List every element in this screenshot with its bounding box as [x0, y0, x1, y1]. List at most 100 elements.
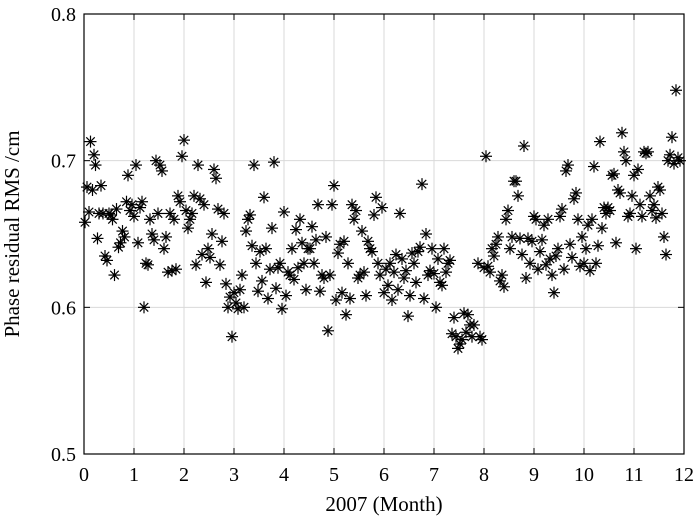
data-point — [394, 207, 406, 220]
data-point — [468, 318, 480, 331]
y-axis-title: Phase residual RMS /cm — [0, 130, 24, 337]
data-point — [174, 195, 186, 208]
data-point — [576, 230, 588, 243]
data-point — [178, 134, 190, 147]
data-point — [236, 269, 248, 282]
data-point — [266, 222, 278, 235]
data-point — [448, 311, 460, 324]
data-point — [580, 242, 592, 255]
x-tick-label: 4 — [279, 464, 289, 486]
data-point — [376, 201, 388, 214]
data-point — [564, 238, 576, 251]
data-point — [86, 184, 99, 196]
data-point — [206, 228, 218, 240]
data-point — [320, 230, 332, 243]
data-point — [534, 245, 546, 258]
data-point — [618, 145, 630, 158]
data-point — [608, 167, 620, 180]
data-point — [114, 236, 127, 249]
data-point — [408, 257, 420, 270]
data-point — [248, 159, 260, 172]
data-point — [326, 198, 338, 211]
data-point — [208, 163, 220, 176]
data-point — [190, 258, 202, 271]
data-point — [432, 252, 444, 265]
data-point — [530, 213, 542, 226]
data-point — [278, 206, 290, 218]
data-point — [304, 242, 316, 255]
data-point — [552, 242, 564, 255]
data-point — [168, 213, 180, 226]
data-point — [388, 266, 400, 279]
data-point — [101, 254, 113, 267]
data-point — [420, 228, 432, 240]
data-point — [648, 198, 660, 211]
data-point — [336, 286, 348, 299]
x-tick-label: 7 — [429, 464, 439, 486]
data-point — [292, 261, 304, 274]
x-tick-label: 0 — [79, 464, 89, 486]
x-tick-labels: 0 1 2 3 4 5 6 7 8 9 10 11 12 — [79, 464, 694, 486]
data-point — [252, 285, 264, 298]
data-point — [186, 207, 198, 220]
data-point — [632, 163, 644, 176]
data-point — [138, 301, 150, 314]
data-point — [656, 207, 668, 220]
data-point — [490, 238, 502, 251]
data-point — [554, 210, 566, 223]
data-point — [274, 257, 286, 270]
data-point — [642, 145, 654, 158]
y-tick-label: 0.8 — [51, 4, 76, 26]
data-point — [556, 203, 568, 216]
data-point — [240, 225, 252, 238]
data-point — [620, 154, 632, 167]
data-point — [624, 207, 636, 220]
data-point — [324, 269, 336, 282]
data-point — [382, 279, 394, 292]
data-point — [350, 204, 362, 217]
data-point — [526, 235, 538, 248]
data-point — [234, 283, 246, 296]
data-point — [362, 235, 374, 248]
data-point — [476, 333, 488, 346]
data-point — [426, 242, 438, 255]
data-point — [616, 126, 628, 139]
data-point — [524, 257, 536, 270]
data-point — [106, 213, 119, 226]
data-point — [246, 239, 258, 252]
data-point — [546, 269, 558, 282]
data-point — [496, 269, 508, 282]
data-point — [572, 213, 584, 226]
x-tick-label: 1 — [129, 464, 139, 486]
data-point — [666, 131, 678, 144]
data-point — [204, 251, 216, 264]
data-point — [390, 248, 402, 261]
data-point — [258, 191, 270, 204]
data-point — [260, 242, 272, 255]
data-point — [312, 198, 324, 211]
data-point — [596, 222, 608, 235]
x-tick-label: 3 — [229, 464, 239, 486]
data-point — [276, 302, 288, 315]
data-point — [614, 186, 626, 199]
data-point — [310, 233, 322, 246]
data-point — [660, 248, 672, 261]
data-point — [370, 191, 382, 204]
data-point — [318, 272, 330, 284]
data-point — [348, 213, 360, 226]
data-point — [510, 175, 522, 188]
data-point — [210, 172, 222, 185]
data-point — [610, 236, 622, 249]
data-point — [392, 283, 404, 296]
data-point — [280, 289, 292, 302]
data-point — [518, 140, 530, 152]
data-point — [358, 266, 370, 279]
data-point — [628, 169, 640, 182]
data-point — [428, 267, 440, 280]
data-point — [604, 204, 616, 217]
data-point — [378, 286, 390, 299]
data-point — [322, 324, 334, 337]
data-point — [344, 292, 356, 305]
x-tick-label: 5 — [329, 464, 339, 486]
